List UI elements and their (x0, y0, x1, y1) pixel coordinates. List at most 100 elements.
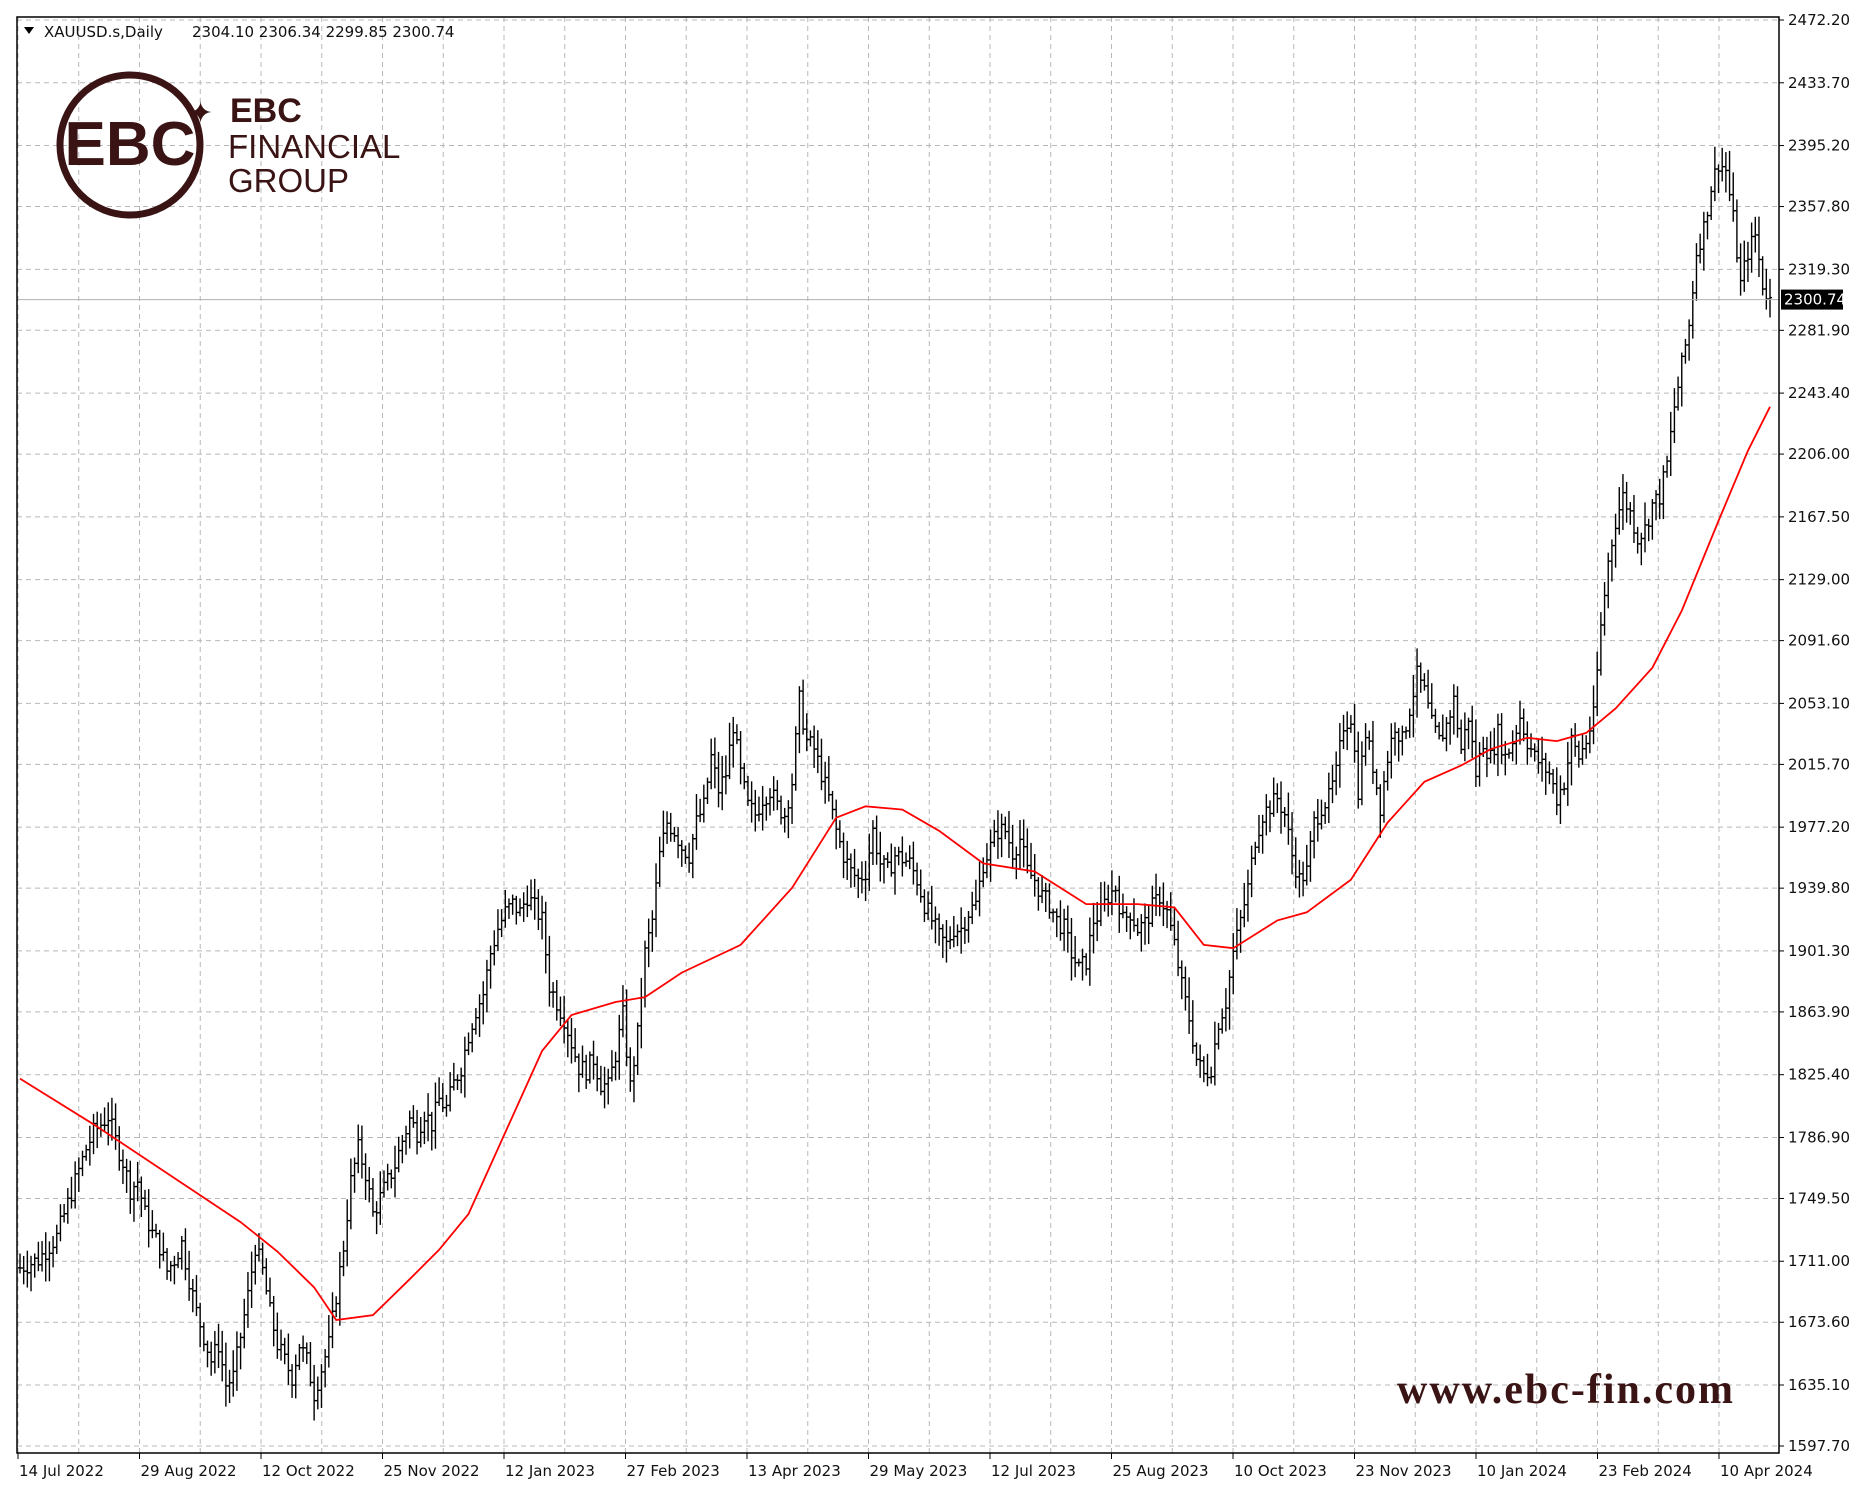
ohlc-bar (1573, 723, 1578, 757)
ohlc-bar (1330, 764, 1335, 804)
ohlc-bar (161, 1232, 166, 1261)
ohlc-bar (1312, 811, 1317, 859)
ohlc-bar (532, 878, 537, 920)
ohlc-bar (1014, 846, 1019, 880)
ohlc-bar (944, 920, 949, 963)
ohlc-bar (661, 810, 666, 858)
ohlc-bar (1201, 1056, 1206, 1083)
ohlc-bar (1025, 828, 1030, 874)
ohlc-bar (1183, 966, 1188, 1011)
ohlc-bar (308, 1341, 313, 1387)
ohlc-bar (1440, 714, 1445, 742)
ohlc-bar (1657, 478, 1662, 520)
ohlc-bar (172, 1255, 177, 1285)
ohlc-bar (477, 994, 482, 1037)
ohlc-bar (1223, 988, 1228, 1032)
ohlc-bar (1301, 861, 1306, 897)
ohlc-bar (1466, 717, 1471, 750)
ohlc-bar (966, 911, 971, 943)
symbol-label: XAUUSD.s,Daily (44, 23, 163, 41)
ohlc-bar (580, 1045, 585, 1078)
ohlc-bar (591, 1040, 596, 1080)
ohlc-bar (260, 1242, 265, 1275)
ohlc-bar (282, 1337, 287, 1365)
ohlc-bar (348, 1158, 353, 1230)
ohlc-bar (911, 841, 916, 885)
ohlc-bar (1304, 844, 1309, 886)
ohlc-bar (1194, 1042, 1199, 1066)
ohlc-bar (1731, 172, 1736, 222)
ohlc-bar (1157, 886, 1162, 917)
ohlc-bar (1437, 721, 1442, 740)
ohlc-bar (1260, 814, 1265, 854)
ohlc-bar (1216, 1022, 1221, 1050)
ohlc-bar (797, 686, 802, 754)
symbol-dropdown-icon[interactable] (24, 27, 34, 34)
ohlc-bar (1602, 582, 1607, 636)
ohlc-bar (433, 1082, 438, 1149)
ohlc-bar (723, 755, 728, 795)
ohlc-bar (323, 1349, 328, 1388)
ohlc-bar (929, 885, 934, 930)
ohlc-bar (1683, 338, 1688, 364)
ohlc-bar (216, 1323, 221, 1369)
ohlc-bar (473, 1008, 478, 1035)
ohlc-bar (635, 1022, 640, 1076)
ohlc-bar (1716, 164, 1721, 194)
ohlc-bar (1356, 731, 1361, 809)
ohlc-bar (808, 730, 813, 747)
ohlc-bar (1168, 892, 1173, 931)
y-tick-label: 1786.90 (1788, 1128, 1850, 1146)
ohlc-bar (1723, 152, 1728, 193)
ohlc-bar (334, 1296, 339, 1318)
ohlc-bar (1768, 278, 1772, 318)
y-tick-label: 2129.00 (1788, 571, 1850, 589)
ohlc-bar (1220, 1008, 1225, 1034)
ohlc-bar (1198, 1044, 1203, 1078)
ohlc-bar (1665, 455, 1670, 478)
y-tick-label: 1901.30 (1788, 942, 1850, 960)
ohlc-bar (510, 894, 515, 915)
ohlc-bar (1407, 708, 1412, 738)
ohlc-bar (1249, 845, 1254, 898)
ohlc-bar (315, 1376, 320, 1410)
ohlc-bar (1672, 388, 1677, 444)
ohlc-bar (301, 1335, 306, 1362)
ohlc-bar (1040, 875, 1045, 904)
ohlc-bar (1345, 711, 1350, 751)
ohlc-bar (176, 1252, 181, 1269)
ohlc-bar (1161, 882, 1166, 927)
x-tick-label: 12 Jul 2023 (991, 1462, 1076, 1480)
ohlc-bar (992, 819, 997, 848)
ohlc-bar (448, 1072, 453, 1112)
ohlc-bar (672, 827, 677, 842)
ohlc-bar (150, 1210, 155, 1239)
price-axis[interactable]: 2472.20 2433.70 2395.20 2357.80 2319.30 2281.… (1779, 11, 1850, 1455)
x-tick-label: 23 Nov 2023 (1356, 1462, 1452, 1480)
ohlc-bar (1547, 761, 1552, 785)
ohlc-bar (168, 1261, 173, 1282)
ohlc-bar (1341, 714, 1346, 750)
ohlc-bar (1290, 812, 1295, 875)
ohlc-bar (834, 799, 839, 850)
ohlc-bar (84, 1144, 89, 1161)
ohlc-bar (937, 913, 942, 946)
ohlc-bar (1352, 703, 1357, 763)
ohlc-bar (1727, 150, 1732, 202)
ohlc-bar (1488, 731, 1493, 764)
ohlc-bar (705, 777, 710, 804)
ohlc-bar (584, 1054, 589, 1089)
ohlc-bar (1087, 917, 1092, 986)
ohlc-bar (1679, 352, 1684, 407)
ohlc-bar (999, 813, 1004, 858)
ohlc-bar (1687, 319, 1692, 361)
ohlc-bar (959, 907, 964, 954)
ohlc-bar (830, 790, 835, 820)
ohlc-bar (940, 924, 945, 958)
time-axis[interactable]: 14 Jul 2022 29 Aug 2022 12 Oct 2022 25 Nov … (17, 1453, 1813, 1480)
ohlc-bar (576, 1053, 581, 1093)
ohlc-bar (569, 1018, 574, 1064)
ohlc-bar (1231, 933, 1236, 995)
ohlc-bar (1455, 686, 1460, 738)
